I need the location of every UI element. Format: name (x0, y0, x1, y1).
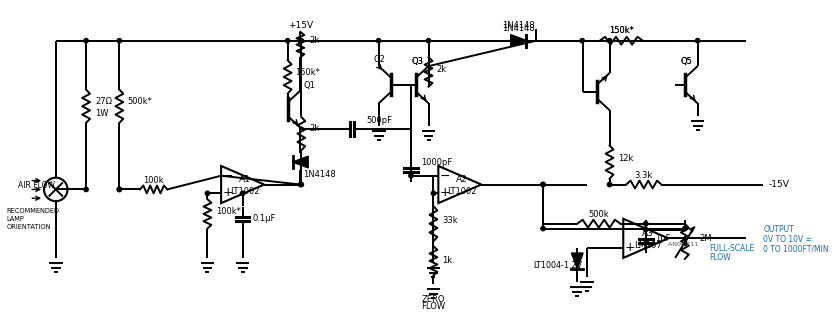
Text: Q5: Q5 (681, 57, 693, 66)
Circle shape (300, 39, 304, 43)
Circle shape (117, 187, 122, 192)
Text: +: + (222, 186, 233, 199)
Text: 2k: 2k (310, 124, 320, 133)
Text: FULL-SCALE: FULL-SCALE (709, 244, 754, 253)
Text: Q5: Q5 (681, 57, 693, 66)
Text: 12k: 12k (618, 154, 633, 163)
Text: 2k: 2k (436, 64, 446, 74)
Text: Q3: Q3 (412, 57, 424, 66)
Text: 500k: 500k (588, 210, 609, 219)
Text: +: + (440, 186, 451, 199)
Text: RECOMMENDED: RECOMMENDED (7, 208, 60, 214)
Text: Q2: Q2 (373, 55, 386, 64)
Circle shape (285, 39, 289, 43)
Circle shape (541, 226, 545, 231)
Circle shape (541, 182, 545, 187)
Text: 150k*: 150k* (295, 67, 320, 77)
Circle shape (683, 226, 687, 231)
Text: AIR FLOW: AIR FLOW (18, 181, 55, 190)
Text: FLOW: FLOW (709, 253, 731, 263)
Circle shape (607, 182, 612, 187)
Text: LT1004-1.2V: LT1004-1.2V (534, 261, 582, 270)
Circle shape (206, 191, 210, 196)
Circle shape (580, 39, 584, 43)
Text: -15V: -15V (768, 180, 789, 189)
Text: ORIENTATION: ORIENTATION (7, 224, 51, 230)
Circle shape (426, 39, 430, 43)
Circle shape (541, 182, 545, 187)
Text: 500k*: 500k* (128, 97, 152, 106)
Polygon shape (511, 35, 526, 46)
Circle shape (431, 191, 435, 196)
Text: 1W: 1W (95, 109, 108, 118)
Text: ZERO: ZERO (422, 295, 446, 303)
Circle shape (298, 39, 303, 43)
Text: LM107: LM107 (633, 241, 662, 250)
Circle shape (300, 182, 304, 187)
Circle shape (84, 39, 88, 43)
Text: FLOW: FLOW (421, 302, 446, 311)
Text: A2: A2 (456, 175, 467, 184)
Polygon shape (571, 253, 583, 269)
Text: 1µF: 1µF (655, 234, 671, 243)
Text: +: + (625, 241, 635, 254)
Text: 150k*: 150k* (609, 26, 633, 35)
Circle shape (409, 174, 413, 178)
Text: OUTPUT: OUTPUT (763, 225, 794, 234)
Circle shape (377, 39, 381, 43)
Text: −: − (222, 170, 233, 183)
Text: LAMP: LAMP (7, 216, 24, 222)
Circle shape (84, 187, 88, 192)
Circle shape (644, 227, 648, 232)
Text: 3.3k: 3.3k (634, 171, 653, 180)
Text: A1: A1 (238, 175, 251, 184)
Polygon shape (511, 35, 526, 46)
Text: 1N4148: 1N4148 (503, 21, 535, 29)
Text: −: − (440, 170, 451, 183)
Text: +15V: +15V (288, 21, 313, 29)
Text: 2k: 2k (310, 36, 320, 45)
Text: 0.1µF: 0.1µF (253, 214, 276, 223)
Text: Q1: Q1 (304, 81, 315, 90)
Text: A3: A3 (642, 229, 654, 238)
Circle shape (298, 182, 303, 187)
Text: 1N4148: 1N4148 (503, 25, 535, 33)
Text: 1k: 1k (442, 256, 452, 265)
Circle shape (117, 187, 122, 192)
Text: 2M: 2M (700, 234, 712, 243)
Circle shape (607, 39, 612, 43)
Text: AN06 F11: AN06 F11 (668, 242, 698, 247)
Text: 100k*: 100k* (216, 207, 241, 216)
Circle shape (241, 191, 245, 196)
Circle shape (117, 39, 122, 43)
Text: 500pF: 500pF (366, 116, 392, 126)
Text: LT1002: LT1002 (230, 187, 259, 196)
Text: −: − (625, 223, 635, 236)
Circle shape (644, 221, 648, 226)
Text: 0 TO 1000FT/MIN: 0 TO 1000FT/MIN (763, 245, 829, 254)
Text: 1000pF: 1000pF (420, 158, 452, 166)
Text: 100k: 100k (143, 176, 164, 185)
Circle shape (696, 39, 700, 43)
Text: 33k: 33k (442, 216, 458, 225)
Text: 150k*: 150k* (609, 26, 633, 35)
Text: LT1002: LT1002 (447, 187, 477, 196)
Text: 27Ω: 27Ω (95, 97, 112, 106)
Text: Q3: Q3 (412, 57, 424, 66)
Text: 1N4148: 1N4148 (304, 170, 336, 179)
Text: 0V TO 10V =: 0V TO 10V = (763, 235, 812, 244)
Polygon shape (293, 156, 308, 168)
